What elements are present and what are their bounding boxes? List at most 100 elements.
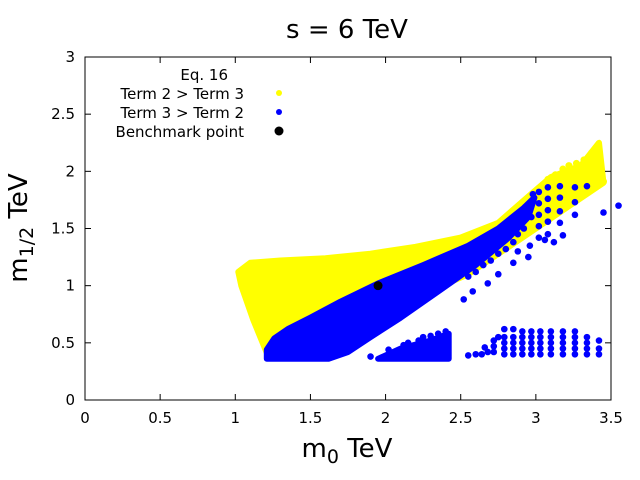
term3-point — [529, 190, 537, 198]
term3-point — [434, 330, 442, 337]
term3-point — [535, 234, 543, 241]
y-axis-label-unit: TeV — [4, 173, 34, 227]
term3-region — [263, 194, 538, 362]
data-layer — [235, 139, 622, 362]
term2-point — [596, 162, 604, 170]
term3-point — [442, 344, 449, 351]
term3-point — [510, 219, 517, 227]
term3-point — [556, 208, 564, 215]
term3-point — [500, 350, 508, 358]
term3-point — [571, 333, 579, 341]
x-tick-label: 2.5 — [449, 409, 473, 427]
term3-point — [528, 339, 535, 347]
term3-point — [382, 353, 389, 360]
term3-point — [460, 296, 468, 303]
term3-point — [541, 236, 549, 244]
term3-point — [514, 230, 522, 238]
legend-marker-term3 — [276, 109, 282, 115]
term3-point — [571, 328, 579, 335]
term3-point — [481, 344, 489, 351]
y-tick-label: 2.5 — [51, 105, 75, 123]
y-tick-label: 2 — [65, 162, 75, 180]
term3-point — [535, 222, 543, 230]
term3-point — [583, 350, 591, 358]
term3-point — [517, 211, 525, 219]
term3-point — [525, 202, 532, 209]
x-tick-label: 2 — [381, 409, 391, 427]
legend: Eq. 16 Term 2 > Term 3 Term 3 > Term 2 B… — [116, 66, 284, 141]
term3-point — [415, 337, 422, 344]
term3-point — [547, 333, 555, 341]
term3-point — [571, 211, 579, 219]
axis-ticks: 0 0.5 1 1.5 2 2.5 3 3.5 0 0.5 1 1.5 2 2.5 3 — [51, 48, 623, 427]
term3-point — [464, 273, 472, 280]
x-axis-label: m0 TeV — [302, 434, 393, 468]
term2-point — [599, 178, 607, 186]
term3-point — [442, 350, 449, 358]
y-tick-label: 3 — [65, 48, 75, 66]
legend-marker-term2 — [276, 90, 282, 96]
term3-point — [510, 345, 517, 352]
x-axis-label-sub: 0 — [327, 446, 339, 468]
term3-point — [583, 345, 591, 352]
term3-point — [500, 325, 508, 333]
term3-point — [472, 350, 480, 358]
term3-point — [424, 345, 431, 352]
term3-point — [537, 350, 544, 358]
term3-point — [472, 268, 480, 276]
x-tick-label: 1 — [231, 409, 241, 427]
term3-point — [487, 257, 495, 264]
term3-point — [571, 184, 579, 191]
term3-point — [556, 219, 564, 227]
term3-point — [559, 232, 567, 239]
x-tick-label: 3 — [531, 409, 541, 427]
term3-point — [547, 339, 555, 347]
term3-point — [537, 345, 544, 352]
term3-point — [547, 345, 555, 352]
term3-point — [502, 245, 510, 253]
term3-point — [571, 345, 579, 352]
term3-point — [490, 342, 498, 350]
term2-point — [596, 170, 604, 178]
term3-point — [519, 328, 526, 335]
term3-point — [442, 328, 449, 335]
term3-point — [535, 188, 543, 196]
x-axis-label-unit: TeV — [339, 434, 393, 464]
term3-point — [494, 333, 502, 341]
term3-point — [528, 213, 535, 221]
term3-point — [528, 328, 535, 335]
term3-point — [510, 339, 517, 347]
term3-point — [519, 350, 526, 358]
y-tick-label: 0.5 — [51, 334, 75, 352]
y-axis-label: m1/2 TeV — [4, 173, 38, 283]
term3-point — [510, 350, 517, 358]
term3-point — [544, 230, 552, 238]
term3-point — [442, 337, 449, 344]
term3-point — [583, 339, 591, 347]
term3-point — [544, 195, 552, 203]
x-tick-label: 0.5 — [148, 409, 172, 427]
term3-point — [528, 345, 535, 352]
term3-point — [500, 333, 508, 341]
term3-point — [367, 353, 374, 360]
term2-point — [544, 175, 552, 183]
term3-point — [525, 253, 532, 261]
term3-point — [528, 333, 535, 341]
legend-label-term3: Term 3 > Term 2 — [120, 104, 244, 122]
term3-point — [494, 270, 502, 278]
term3-point — [537, 339, 544, 347]
term3-point — [595, 345, 603, 352]
term3-point — [544, 184, 552, 191]
term3-point — [556, 182, 564, 190]
term3-point — [595, 350, 603, 358]
term3-point — [510, 333, 517, 341]
term3-point — [397, 353, 404, 360]
chart-title: s = 6 TeV — [286, 15, 408, 45]
x-tick-label: 3.5 — [599, 409, 623, 427]
y-axis-label-sub: 1/2 — [16, 227, 38, 258]
term3-point — [519, 339, 526, 347]
term3-point — [559, 339, 567, 347]
term3-point — [484, 280, 492, 287]
term3-point — [404, 339, 412, 347]
